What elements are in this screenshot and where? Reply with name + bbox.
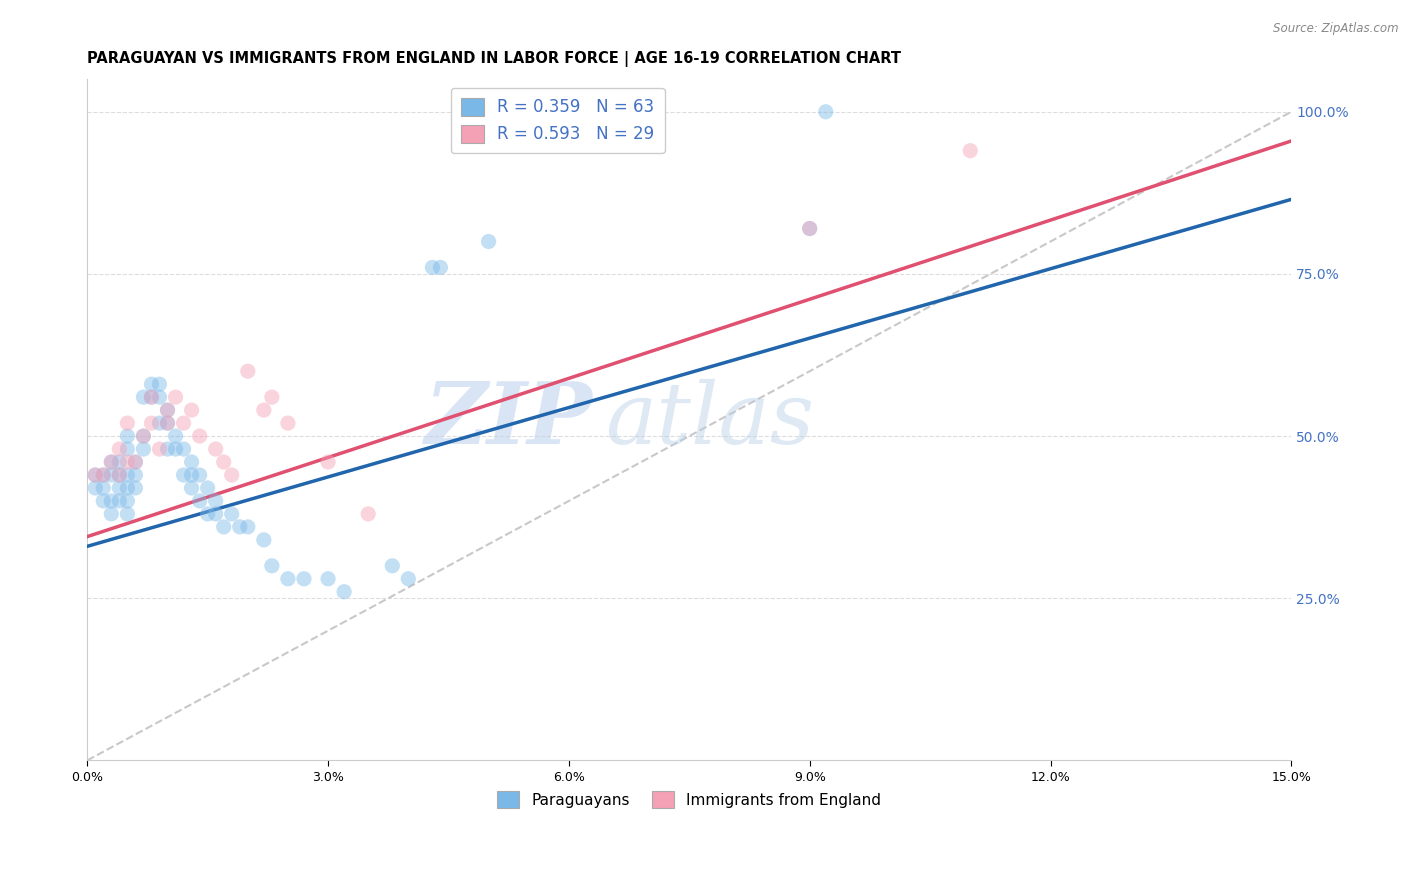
Point (478, 235, 501, 249)
Point (799, 221, 821, 235)
Point (141, 390, 163, 404)
Point (156, 403, 179, 417)
Point (212, 520, 235, 534)
Point (197, 507, 219, 521)
Point (156, 416, 179, 430)
Point (124, 455, 146, 469)
Point (91, 468, 114, 483)
Point (236, 520, 259, 534)
Text: atlas: atlas (605, 378, 814, 461)
Point (292, 572, 315, 586)
Point (156, 403, 179, 417)
Point (277, 572, 299, 586)
Point (188, 429, 211, 443)
Point (396, 572, 419, 586)
Point (165, 390, 187, 404)
Point (799, 221, 821, 235)
Point (132, 429, 155, 443)
Point (357, 507, 380, 521)
Point (100, 468, 122, 483)
Point (141, 416, 163, 430)
Point (188, 494, 211, 508)
Point (422, 260, 444, 275)
Point (156, 442, 179, 456)
Point (204, 442, 226, 456)
Point (148, 390, 170, 404)
Point (959, 144, 981, 158)
Point (253, 533, 276, 547)
Point (117, 481, 139, 495)
Text: ZIP: ZIP (425, 378, 593, 462)
Point (124, 455, 146, 469)
Point (429, 260, 451, 275)
Point (221, 507, 243, 521)
Point (204, 507, 226, 521)
Point (132, 442, 155, 456)
Point (197, 481, 219, 495)
Point (132, 390, 155, 404)
Point (229, 520, 252, 534)
Point (180, 403, 202, 417)
Point (117, 507, 139, 521)
Point (124, 481, 146, 495)
Text: PARAGUAYAN VS IMMIGRANTS FROM ENGLAND IN LABOR FORCE | AGE 16-19 CORRELATION CHA: PARAGUAYAN VS IMMIGRANTS FROM ENGLAND IN… (87, 51, 901, 67)
Point (165, 442, 187, 456)
Point (156, 416, 179, 430)
Point (100, 455, 122, 469)
Point (117, 494, 139, 508)
Point (204, 494, 226, 508)
Point (108, 494, 131, 508)
Point (333, 584, 356, 599)
Point (84, 468, 107, 483)
Point (108, 455, 131, 469)
Legend: Paraguayans, Immigrants from England: Paraguayans, Immigrants from England (491, 785, 887, 814)
Point (814, 104, 837, 119)
Point (117, 429, 139, 443)
Point (148, 416, 170, 430)
Point (141, 390, 163, 404)
Point (84, 481, 107, 495)
Point (236, 364, 259, 378)
Point (180, 468, 202, 483)
Point (148, 442, 170, 456)
Point (100, 455, 122, 469)
Point (117, 416, 139, 430)
Point (173, 416, 195, 430)
Point (260, 558, 283, 573)
Point (221, 468, 243, 483)
Point (148, 377, 170, 392)
Point (132, 429, 155, 443)
Point (253, 403, 276, 417)
Point (165, 429, 187, 443)
Point (277, 416, 299, 430)
Point (108, 481, 131, 495)
Point (180, 455, 202, 469)
Point (212, 455, 235, 469)
Point (108, 442, 131, 456)
Point (124, 468, 146, 483)
Point (316, 572, 339, 586)
Point (381, 558, 404, 573)
Point (91, 468, 114, 483)
Point (100, 507, 122, 521)
Point (316, 455, 339, 469)
Point (108, 468, 131, 483)
Point (260, 390, 283, 404)
Point (108, 468, 131, 483)
Text: Source: ZipAtlas.com: Source: ZipAtlas.com (1274, 22, 1399, 36)
Point (173, 442, 195, 456)
Point (180, 481, 202, 495)
Point (141, 377, 163, 392)
Point (188, 468, 211, 483)
Point (173, 468, 195, 483)
Point (100, 494, 122, 508)
Point (84, 468, 107, 483)
Point (117, 455, 139, 469)
Point (91, 494, 114, 508)
Point (117, 468, 139, 483)
Point (91, 481, 114, 495)
Point (117, 442, 139, 456)
